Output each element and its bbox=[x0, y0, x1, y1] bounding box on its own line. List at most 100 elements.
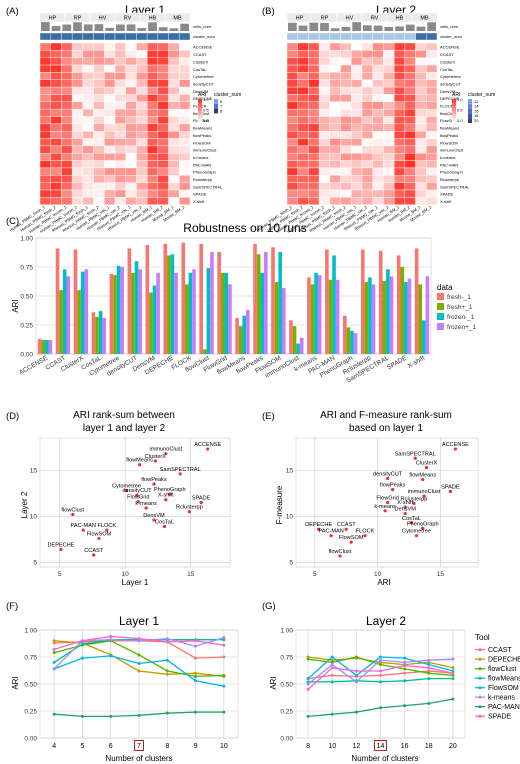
line-point-flowsom bbox=[451, 669, 455, 673]
bar-densvm-frozen-1 bbox=[152, 285, 157, 354]
heatmap-cell bbox=[351, 175, 363, 183]
scatter-point-k-means bbox=[383, 509, 387, 513]
scatter-point-label: DensVM bbox=[143, 513, 165, 519]
heatmap-cell bbox=[372, 108, 384, 117]
heatmap-cell bbox=[329, 153, 341, 161]
bar-ccast-frozen-1 bbox=[66, 276, 71, 354]
heatmap-cell bbox=[50, 167, 62, 176]
line-point-flowmeans bbox=[379, 680, 382, 684]
line-x-tick: 8 bbox=[306, 743, 310, 750]
scatter-point-label: ACCENSE bbox=[442, 442, 469, 448]
line-legend-title: Tool bbox=[475, 633, 490, 642]
cluster-legend-swatch bbox=[468, 99, 472, 104]
heatmap-cell bbox=[383, 101, 395, 110]
heatmap-cell bbox=[157, 42, 169, 51]
heatmap-cell bbox=[82, 175, 94, 183]
bar-y-tick: 0.00 bbox=[20, 351, 33, 358]
heatmap-cell bbox=[39, 138, 51, 147]
heatmap-cell bbox=[308, 123, 320, 132]
heatmap-cell bbox=[93, 130, 105, 139]
heatmap-cell bbox=[82, 153, 94, 161]
heatmap-cell bbox=[136, 64, 148, 73]
bar-pac-man-frozen-1 bbox=[332, 255, 336, 354]
line-y-tick: 0.25 bbox=[280, 708, 293, 715]
heatmap-cell bbox=[351, 79, 363, 88]
heatmap-cell bbox=[297, 108, 309, 117]
heatmap-cell bbox=[286, 130, 298, 139]
heatmap-cell bbox=[372, 138, 384, 147]
heatmap-cell bbox=[308, 116, 320, 125]
heatmap-cell bbox=[297, 79, 309, 88]
heatmap-cell bbox=[340, 57, 352, 66]
heatmap-cell bbox=[93, 108, 105, 117]
heatmap-cell bbox=[393, 57, 406, 66]
heatmap-cell bbox=[372, 197, 384, 205]
scatter-point-ccast bbox=[344, 527, 348, 531]
heatmap-cell bbox=[39, 167, 51, 176]
heatmap-cell bbox=[93, 153, 105, 161]
heatmap-cell bbox=[136, 138, 148, 147]
heatmap-cell bbox=[50, 197, 62, 205]
heatmap-cell bbox=[329, 145, 341, 154]
heatmap-cell bbox=[415, 42, 427, 51]
highlight-box bbox=[374, 740, 387, 751]
heatmap-row-label: FlowGrid bbox=[440, 118, 456, 123]
bar-immunoclust-frozen-1 bbox=[299, 337, 304, 354]
heatmap-cell bbox=[146, 182, 159, 191]
heatmap-cell bbox=[361, 182, 373, 191]
cluster-num-cell bbox=[361, 32, 373, 41]
cells-num-bar bbox=[180, 23, 189, 31]
ari-legend-swatch bbox=[198, 106, 202, 109]
heatmap-group-label: RV bbox=[371, 16, 379, 22]
ari-legend-swatch bbox=[452, 111, 456, 114]
heatmap-cell bbox=[383, 160, 395, 169]
scatter-point-accense bbox=[453, 447, 458, 451]
heatmap-cell bbox=[71, 79, 84, 88]
heatmap-cell bbox=[125, 145, 137, 154]
scatter-point-label: X-shift bbox=[397, 500, 413, 506]
ari-legend-swatch bbox=[452, 101, 456, 104]
scatter-point-accense bbox=[206, 447, 210, 451]
heatmap-cell bbox=[93, 138, 105, 147]
bar-k-means-frozen-1 bbox=[317, 275, 322, 354]
heatmap-cell bbox=[168, 153, 180, 161]
heatmap-cell bbox=[383, 197, 395, 205]
heatmap-cell bbox=[39, 42, 51, 51]
heatmap-cell bbox=[50, 108, 62, 117]
heatmap-cell bbox=[404, 101, 416, 110]
scatter-point-depeche bbox=[316, 527, 321, 531]
heatmap-cell bbox=[104, 145, 116, 154]
ari-legend-swatch bbox=[198, 99, 202, 102]
heatmap-cell bbox=[318, 138, 331, 147]
heatmap-cell bbox=[125, 72, 137, 80]
heatmap-cell bbox=[82, 167, 94, 176]
bar-densitycut-frozen-1 bbox=[138, 269, 142, 354]
heatmap-cell bbox=[404, 189, 416, 198]
heatmap-cell bbox=[93, 72, 105, 80]
bar-chart-robustness: Robustness on 10 runs ARI data 0.00 0.25 0… bbox=[11, 221, 476, 385]
scatter-x-tick: 15 bbox=[437, 571, 445, 578]
bar-legend-swatch bbox=[437, 293, 444, 300]
heatmap-cell bbox=[415, 175, 427, 183]
line-point-flowsom bbox=[354, 673, 358, 677]
bar-immunoclust-frozen-1 bbox=[296, 343, 300, 354]
cluster-num-cell bbox=[308, 32, 320, 41]
line-point-ccast bbox=[52, 641, 56, 645]
heatmap-cell bbox=[383, 138, 395, 147]
heatmap-cell bbox=[318, 64, 331, 73]
heatmap-cell bbox=[61, 123, 73, 132]
heatmap-row-label: k-means bbox=[440, 155, 455, 160]
heatmap-cell bbox=[297, 175, 309, 183]
panel-label-f: (F) bbox=[6, 601, 18, 612]
line-point-k-means bbox=[330, 663, 334, 667]
line-point-flowmeans bbox=[403, 679, 407, 683]
heatmap-row-label: CosTaL bbox=[193, 67, 207, 72]
heatmap-cell bbox=[136, 101, 148, 110]
cluster-legend-swatch bbox=[468, 108, 472, 114]
cluster-legend-tick: 6 bbox=[220, 99, 223, 104]
heatmap-cell bbox=[393, 153, 406, 161]
heatmap-cell bbox=[136, 57, 148, 66]
heatmap-cell bbox=[146, 72, 159, 80]
heatmap-cell bbox=[383, 57, 395, 66]
line-y-tick: 0.25 bbox=[24, 708, 37, 715]
